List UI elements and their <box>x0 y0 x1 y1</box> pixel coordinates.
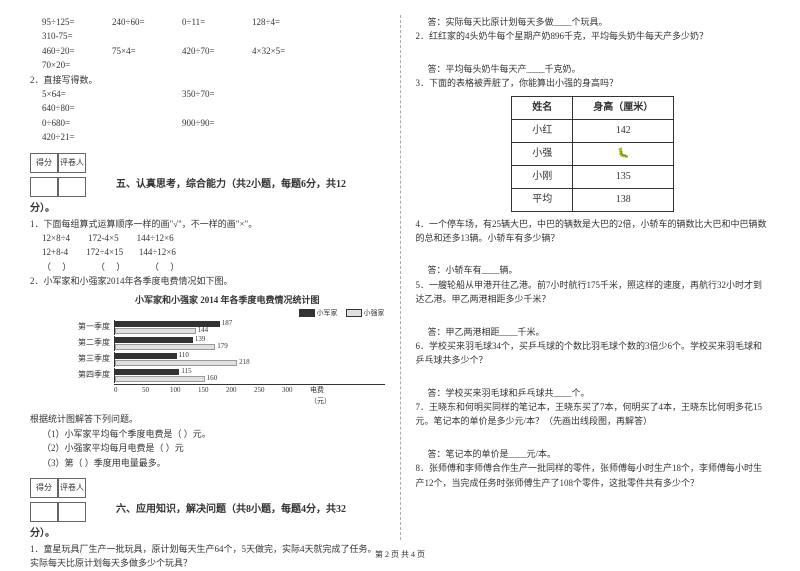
q2-tail: 根据统计图解答下列问题。 <box>30 412 385 426</box>
expr <box>112 116 182 130</box>
answer-line: 答：小轿车有____辆。 <box>416 263 771 277</box>
q1-group: （ ） （ ） （ ） <box>30 260 385 274</box>
q2-intro: 2．小军家和小强家2014年各季度电费情况如下图。 <box>30 274 385 288</box>
q1-group: 12+8-4 172÷4×15 144÷12×6 <box>30 245 385 259</box>
expr: 350÷70= <box>182 87 252 101</box>
arithmetic-row: 0÷680= 900÷90= 420÷21= <box>30 116 385 145</box>
marker-label: 评卷人 <box>58 153 86 173</box>
answer-line: 答：学校买来羽毛球和乒乓球共____个。 <box>416 386 771 400</box>
expr <box>252 116 322 130</box>
score-box: 得分 评卷人 <box>30 153 86 173</box>
arithmetic-row: 5×64= 350÷70= 640÷80= <box>30 87 385 116</box>
expr: 0÷11= <box>182 15 252 29</box>
expr: 420÷70= <box>182 44 252 58</box>
expr: 95÷125= <box>42 15 112 29</box>
q5: 5．一艘轮船从甲港开往乙港。前7小时航行175千米，照这样的速度，再航行32小时… <box>416 278 771 307</box>
expr: 70×20= <box>42 58 112 72</box>
score-label: 得分 <box>30 478 58 498</box>
arithmetic-row: 460÷20= 75×4= 420÷70= 4×32×5= 70×20= <box>30 44 385 73</box>
expr: 75×4= <box>112 44 182 58</box>
expr: 240÷60= <box>112 15 182 29</box>
expr <box>112 87 182 101</box>
left-column: 95÷125= 240÷60= 0÷11= 128÷4= 310-75= 460… <box>30 15 400 540</box>
expr <box>252 87 322 101</box>
q3: 3．下面的表格被弄脏了，你能算出小强的身高吗？ <box>416 76 771 90</box>
q2-tail: （1）小军家平均每个季度电费是（ ）元。 <box>30 427 385 441</box>
expr: 0÷680= <box>42 116 112 130</box>
page-footer: 第 2 页 共 4 页 <box>0 549 800 560</box>
marker-label: 评卷人 <box>58 478 86 498</box>
answer-line: 答：平均每头奶牛每天产____千克奶。 <box>416 62 771 76</box>
bar-chart: 小军家和小强家 2014 年各季度电费情况统计图小军家小强家第一季度187144… <box>70 293 385 407</box>
arithmetic-row: 95÷125= 240÷60= 0÷11= 128÷4= 310-75= <box>30 15 385 44</box>
expr: 4×32×5= <box>252 44 322 58</box>
expr: 128÷4= <box>252 15 322 29</box>
expr: 310-75= <box>42 29 112 43</box>
q2-tail: （3）第（ ）季度用电量最多。 <box>30 456 385 470</box>
answer-line: 答：笔记本的单价是____元/本。 <box>416 447 771 461</box>
section6-header: 得分 评卷人 <box>30 478 385 498</box>
q7: 7．王晓东和何明买同样的笔记本，王晓东买了7本，何明买了4本，王晓东比何明多花1… <box>416 400 771 429</box>
section6-title: 六、应用知识，解决问题（共8小题，每题4分，共32 <box>116 502 346 522</box>
expr: 420÷21= <box>42 130 112 144</box>
q2: 2．红红家的4头奶牛每个星期产奶896千克，平均每头奶牛每天产多少奶？ <box>416 29 771 43</box>
section5-header: 得分 评卷人 <box>30 153 385 173</box>
q8: 8．张师傅和李师傅合作生产一批同样的零件，张师傅每小时生产18个，李师傅每小时生… <box>416 461 771 490</box>
expr: 5×64= <box>42 87 112 101</box>
q2-tail: （2）小强家平均每月电费是（ ）元 <box>30 441 385 455</box>
answer-line: 答：实际每天比原计划每天多做____个玩具。 <box>416 15 771 29</box>
section6-tail: 分）。 <box>30 526 385 542</box>
right-column: 答：实际每天比原计划每天多做____个玩具。 2．红红家的4头奶牛每个星期产奶8… <box>400 15 771 540</box>
q1-intro: 1．下面每组算式运算顺序一样的画"√"，不一样的画"×"。 <box>30 217 385 231</box>
expr: 460÷20= <box>42 44 112 58</box>
answer-line: 答：甲乙两港相距____千米。 <box>416 325 771 339</box>
expr: 900÷90= <box>182 116 252 130</box>
section5-title: 五、认真思考，综合能力（共2小题，每题6分，共12 <box>116 177 346 197</box>
section5-tail: 分）。 <box>30 201 385 217</box>
score-label: 得分 <box>30 153 58 173</box>
direct-label: 2．直接写得数。 <box>30 73 385 87</box>
height-table: 姓名身高（厘米）小红142小强🐛小刚135平均138 <box>511 96 674 212</box>
q6: 6．学校买来羽毛球34个，买乒乓球的个数比羽毛球个数的3倍少6个。学校买来羽毛球… <box>416 339 771 368</box>
expr: 640÷80= <box>42 101 112 115</box>
q4: 4．一个停车场，有25辆大巴，中巴的辆数是大巴的2倍，小轿车的辆数比大巴和中巴辆… <box>416 217 771 246</box>
q1-group: 12×8÷4 172-4×5 144÷12×6 <box>30 231 385 245</box>
